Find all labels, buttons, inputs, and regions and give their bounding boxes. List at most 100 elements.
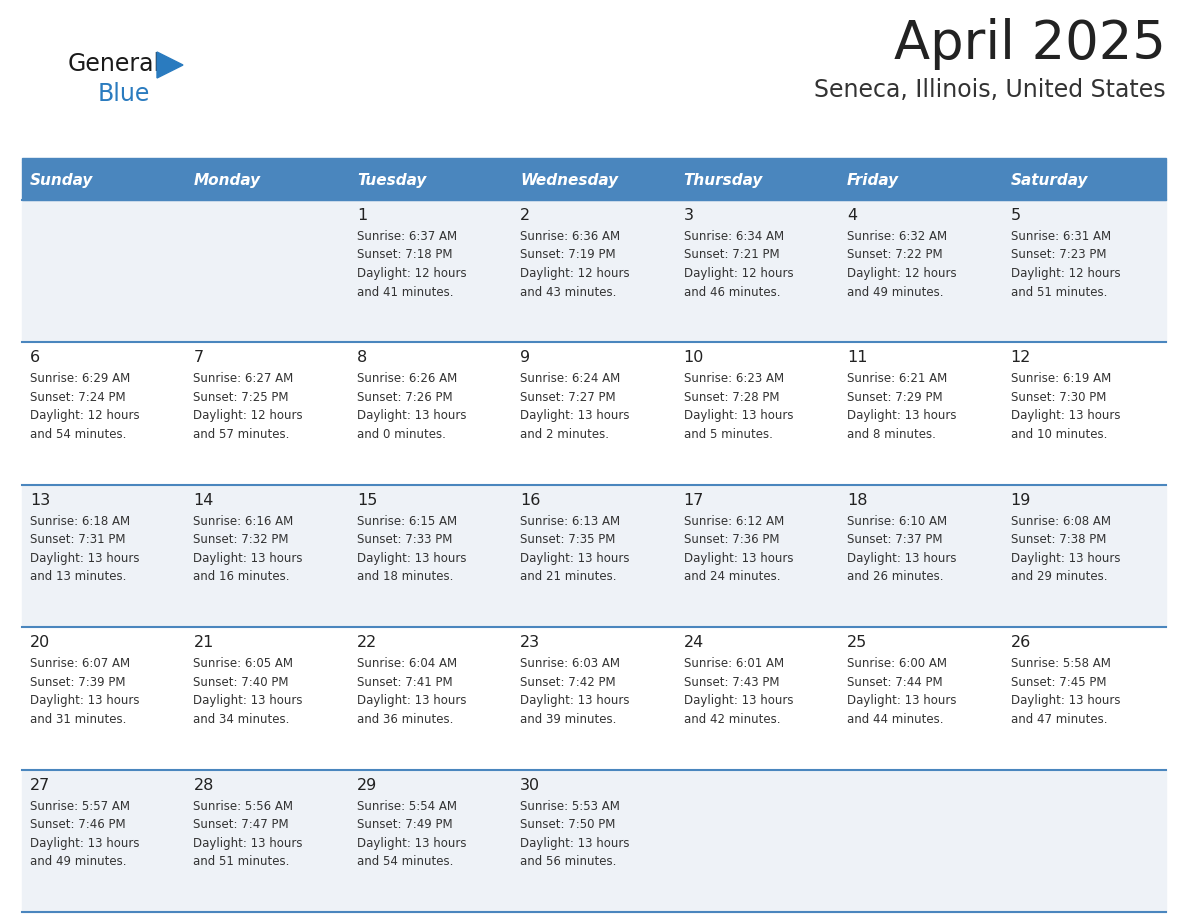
Text: 5: 5 [1011, 208, 1020, 223]
Text: Daylight: 13 hours: Daylight: 13 hours [847, 694, 956, 707]
Text: and 43 minutes.: and 43 minutes. [520, 285, 617, 298]
Text: and 54 minutes.: and 54 minutes. [30, 428, 126, 441]
Text: Sunrise: 6:29 AM: Sunrise: 6:29 AM [30, 373, 131, 386]
Text: Daylight: 13 hours: Daylight: 13 hours [847, 552, 956, 565]
Text: 26: 26 [1011, 635, 1031, 650]
Text: Sunrise: 6:26 AM: Sunrise: 6:26 AM [356, 373, 457, 386]
Text: Sunset: 7:44 PM: Sunset: 7:44 PM [847, 676, 943, 688]
Text: Sunset: 7:31 PM: Sunset: 7:31 PM [30, 533, 126, 546]
Text: Sunset: 7:45 PM: Sunset: 7:45 PM [1011, 676, 1106, 688]
Text: Daylight: 13 hours: Daylight: 13 hours [356, 836, 467, 849]
Text: Daylight: 12 hours: Daylight: 12 hours [356, 267, 467, 280]
Text: 17: 17 [684, 493, 704, 508]
Text: and 29 minutes.: and 29 minutes. [1011, 570, 1107, 583]
Text: Sunrise: 5:56 AM: Sunrise: 5:56 AM [194, 800, 293, 812]
Text: Sunrise: 6:00 AM: Sunrise: 6:00 AM [847, 657, 947, 670]
Text: 14: 14 [194, 493, 214, 508]
Text: Daylight: 13 hours: Daylight: 13 hours [520, 836, 630, 849]
Text: Sunrise: 6:07 AM: Sunrise: 6:07 AM [30, 657, 131, 670]
Text: Sunset: 7:28 PM: Sunset: 7:28 PM [684, 391, 779, 404]
Text: Daylight: 13 hours: Daylight: 13 hours [30, 552, 139, 565]
Text: Sunset: 7:27 PM: Sunset: 7:27 PM [520, 391, 615, 404]
Text: and 18 minutes.: and 18 minutes. [356, 570, 454, 583]
Text: Sunrise: 6:24 AM: Sunrise: 6:24 AM [520, 373, 620, 386]
Text: Tuesday: Tuesday [356, 174, 426, 188]
Text: 4: 4 [847, 208, 858, 223]
Text: Daylight: 13 hours: Daylight: 13 hours [356, 552, 467, 565]
Text: and 57 minutes.: and 57 minutes. [194, 428, 290, 441]
Polygon shape [157, 52, 183, 78]
Text: Sunset: 7:37 PM: Sunset: 7:37 PM [847, 533, 942, 546]
Text: Sunset: 7:47 PM: Sunset: 7:47 PM [194, 818, 289, 831]
Text: Sunset: 7:30 PM: Sunset: 7:30 PM [1011, 391, 1106, 404]
Text: and 44 minutes.: and 44 minutes. [847, 712, 943, 726]
Text: Daylight: 13 hours: Daylight: 13 hours [194, 836, 303, 849]
Text: 9: 9 [520, 351, 530, 365]
Text: Sunset: 7:41 PM: Sunset: 7:41 PM [356, 676, 453, 688]
Text: Sunrise: 6:19 AM: Sunrise: 6:19 AM [1011, 373, 1111, 386]
Text: 25: 25 [847, 635, 867, 650]
Text: Sunrise: 5:53 AM: Sunrise: 5:53 AM [520, 800, 620, 812]
Text: Sunset: 7:24 PM: Sunset: 7:24 PM [30, 391, 126, 404]
Text: Wednesday: Wednesday [520, 174, 619, 188]
Text: Sunrise: 5:58 AM: Sunrise: 5:58 AM [1011, 657, 1111, 670]
Bar [23, 769, 1165, 912]
Text: Sunrise: 6:27 AM: Sunrise: 6:27 AM [194, 373, 293, 386]
Text: and 16 minutes.: and 16 minutes. [194, 570, 290, 583]
Text: General: General [68, 52, 162, 76]
Text: 7: 7 [194, 351, 203, 365]
Text: Daylight: 12 hours: Daylight: 12 hours [1011, 267, 1120, 280]
Text: Sunrise: 6:01 AM: Sunrise: 6:01 AM [684, 657, 784, 670]
Text: Daylight: 13 hours: Daylight: 13 hours [194, 552, 303, 565]
Text: 22: 22 [356, 635, 377, 650]
Text: 13: 13 [30, 493, 50, 508]
Bar [23, 627, 1165, 769]
Text: Daylight: 13 hours: Daylight: 13 hours [1011, 409, 1120, 422]
Text: 15: 15 [356, 493, 378, 508]
Text: Sunrise: 6:36 AM: Sunrise: 6:36 AM [520, 230, 620, 243]
Text: 29: 29 [356, 778, 377, 792]
Text: and 24 minutes.: and 24 minutes. [684, 570, 781, 583]
Bar [23, 485, 1165, 627]
Text: Sunrise: 6:13 AM: Sunrise: 6:13 AM [520, 515, 620, 528]
Text: Daylight: 12 hours: Daylight: 12 hours [847, 267, 956, 280]
Text: Daylight: 12 hours: Daylight: 12 hours [684, 267, 794, 280]
Text: and 31 minutes.: and 31 minutes. [30, 712, 126, 726]
Text: Daylight: 13 hours: Daylight: 13 hours [684, 694, 794, 707]
Text: 23: 23 [520, 635, 541, 650]
Text: Daylight: 13 hours: Daylight: 13 hours [520, 552, 630, 565]
Text: 8: 8 [356, 351, 367, 365]
Text: and 56 minutes.: and 56 minutes. [520, 855, 617, 868]
Text: Daylight: 12 hours: Daylight: 12 hours [194, 409, 303, 422]
Text: and 47 minutes.: and 47 minutes. [1011, 712, 1107, 726]
Text: Daylight: 13 hours: Daylight: 13 hours [847, 409, 956, 422]
Text: and 0 minutes.: and 0 minutes. [356, 428, 446, 441]
Text: Daylight: 13 hours: Daylight: 13 hours [30, 694, 139, 707]
Text: Sunrise: 6:23 AM: Sunrise: 6:23 AM [684, 373, 784, 386]
Text: Daylight: 13 hours: Daylight: 13 hours [684, 552, 794, 565]
Text: and 10 minutes.: and 10 minutes. [1011, 428, 1107, 441]
Text: and 49 minutes.: and 49 minutes. [847, 285, 943, 298]
Text: Sunset: 7:43 PM: Sunset: 7:43 PM [684, 676, 779, 688]
Text: Daylight: 12 hours: Daylight: 12 hours [520, 267, 630, 280]
Text: and 51 minutes.: and 51 minutes. [1011, 285, 1107, 298]
Text: Sunrise: 6:03 AM: Sunrise: 6:03 AM [520, 657, 620, 670]
Text: Sunset: 7:46 PM: Sunset: 7:46 PM [30, 818, 126, 831]
Bar [23, 200, 1165, 342]
Text: Sunset: 7:49 PM: Sunset: 7:49 PM [356, 818, 453, 831]
Text: 30: 30 [520, 778, 541, 792]
Text: 20: 20 [30, 635, 50, 650]
Text: Daylight: 12 hours: Daylight: 12 hours [30, 409, 140, 422]
Text: Daylight: 13 hours: Daylight: 13 hours [1011, 552, 1120, 565]
Text: Sunset: 7:33 PM: Sunset: 7:33 PM [356, 533, 453, 546]
Text: Sunrise: 6:05 AM: Sunrise: 6:05 AM [194, 657, 293, 670]
Text: and 54 minutes.: and 54 minutes. [356, 855, 454, 868]
Text: Sunrise: 6:21 AM: Sunrise: 6:21 AM [847, 373, 947, 386]
Text: Sunset: 7:32 PM: Sunset: 7:32 PM [194, 533, 289, 546]
Text: Sunrise: 5:57 AM: Sunrise: 5:57 AM [30, 800, 129, 812]
Text: Sunset: 7:19 PM: Sunset: 7:19 PM [520, 249, 615, 262]
Text: Sunrise: 6:37 AM: Sunrise: 6:37 AM [356, 230, 457, 243]
Text: 1: 1 [356, 208, 367, 223]
Text: Saturday: Saturday [1011, 174, 1088, 188]
Bar [23, 158, 1165, 162]
